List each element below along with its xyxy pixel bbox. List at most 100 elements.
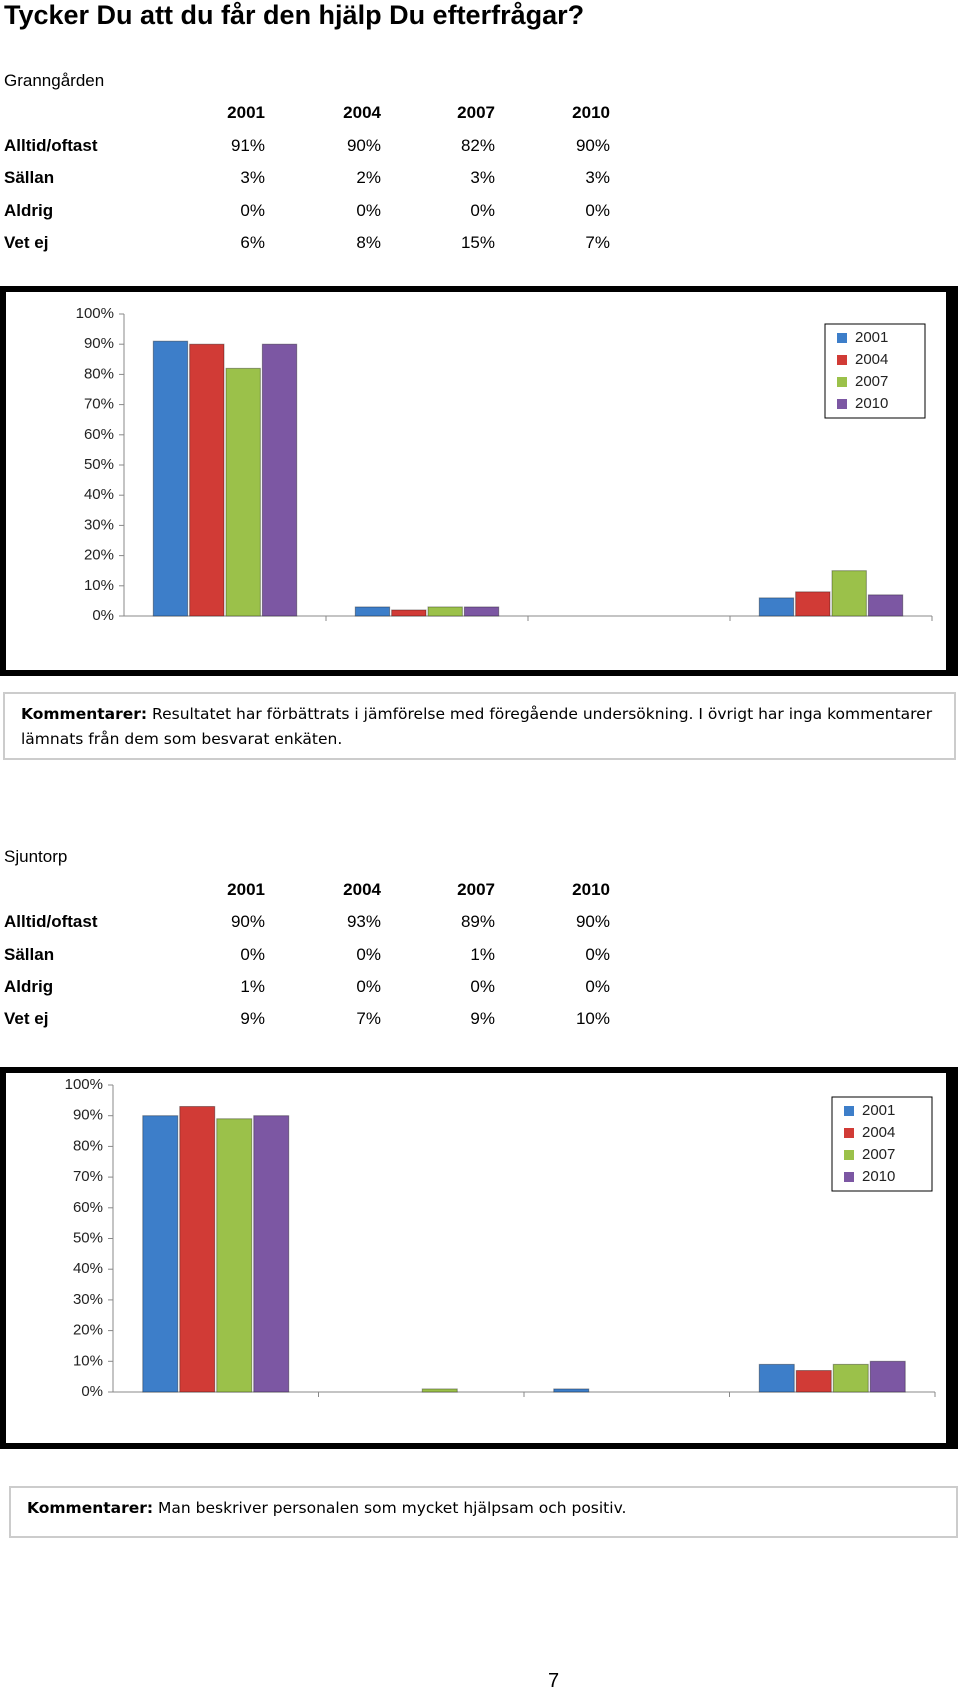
x-tick-label: Alltid/oftast <box>179 1414 253 1431</box>
table-cell: 93% <box>346 912 381 931</box>
x-tick-label: Sällan <box>400 1414 442 1431</box>
legend-swatch <box>844 1128 854 1138</box>
section-name: Sjuntorp <box>4 847 68 866</box>
x-tick-label: Aldrig <box>610 637 648 654</box>
table-cell: 8% <box>356 233 381 252</box>
legend-swatch <box>837 355 847 365</box>
table-cell: 9% <box>240 1009 265 1028</box>
bar <box>795 1370 832 1393</box>
bar <box>758 1363 795 1393</box>
comment-box: Kommentarer: Man beskriver personalen so… <box>9 1486 958 1538</box>
table-cell: 0% <box>356 945 381 964</box>
y-tick-label: 80% <box>73 1137 103 1154</box>
table-header: 2010 <box>572 103 610 122</box>
bar <box>427 606 463 617</box>
legend-label: 2007 <box>862 1146 895 1163</box>
comment-text: Man beskriver personalen som mycket hjäl… <box>158 1499 627 1517</box>
row-label: Alltid/oftast <box>4 912 98 931</box>
table-header: 2007 <box>457 103 495 122</box>
comment-box: Kommentarer: Resultatet har förbättrats … <box>3 692 956 760</box>
bar <box>421 1388 458 1393</box>
table-header: 2001 <box>227 880 265 899</box>
legend-swatch <box>837 377 847 387</box>
comment-label: Kommentarer: <box>21 705 148 723</box>
row-label: Aldrig <box>4 977 54 996</box>
table-cell: 9% <box>470 1009 495 1028</box>
row-label: Alltid/oftast <box>4 136 98 155</box>
row-label: Sällan <box>4 168 55 187</box>
page-number: 7 <box>548 1670 560 1692</box>
legend-swatch <box>844 1150 854 1160</box>
y-tick-label: 100% <box>76 305 114 322</box>
table-cell: 3% <box>470 168 495 187</box>
table-cell: 0% <box>470 201 495 220</box>
bar <box>795 591 831 617</box>
table-cell: 90% <box>230 912 265 931</box>
y-tick-label: 0% <box>81 1383 103 1400</box>
table-cell: 0% <box>240 201 265 220</box>
legend-label: 2010 <box>855 395 888 412</box>
y-tick-label: 80% <box>84 365 114 382</box>
y-tick-label: 60% <box>84 426 114 443</box>
legend-label: 2007 <box>855 373 888 390</box>
comment-label: Kommentarer: <box>27 1499 154 1517</box>
table-header: 2001 <box>227 103 265 122</box>
page-title: Tycker Du att du får den hjälp Du efterf… <box>4 0 585 30</box>
legend-label: 2004 <box>862 1124 895 1141</box>
bar <box>253 1115 290 1393</box>
row-label: Sällan <box>4 945 55 964</box>
table-cell: 0% <box>585 945 610 964</box>
legend-label: 2004 <box>855 351 888 368</box>
bar <box>831 570 867 617</box>
y-tick-label: 50% <box>73 1229 103 1246</box>
bar <box>189 343 225 617</box>
table-cell: 7% <box>356 1009 381 1028</box>
table-cell: 1% <box>240 977 265 996</box>
bar <box>152 340 189 617</box>
y-tick-label: 90% <box>84 335 114 352</box>
y-tick-label: 70% <box>73 1168 103 1185</box>
bar <box>758 597 795 617</box>
y-tick-label: 40% <box>73 1260 103 1277</box>
row-label: Aldrig <box>4 201 54 220</box>
section-name: Granngården <box>4 71 105 90</box>
y-tick-label: 10% <box>73 1352 103 1369</box>
bar <box>869 1360 906 1393</box>
y-tick-label: 40% <box>84 486 114 503</box>
table-cell: 2% <box>356 168 381 187</box>
table-cell: 0% <box>356 977 381 996</box>
row-label: Vet ej <box>4 233 49 252</box>
table-cell: 3% <box>585 168 610 187</box>
bar <box>832 1363 869 1393</box>
table-header: 2004 <box>343 880 381 899</box>
table-header: 2007 <box>457 880 495 899</box>
bar <box>391 609 427 617</box>
y-tick-label: 0% <box>92 607 114 624</box>
bar <box>216 1118 253 1393</box>
table-cell: 82% <box>460 136 495 155</box>
y-tick-label: 10% <box>84 577 114 594</box>
table-cell: 6% <box>240 233 265 252</box>
row-label: Vet ej <box>4 1009 49 1028</box>
table-cell: 90% <box>346 136 381 155</box>
legend-label: 2010 <box>862 1168 895 1185</box>
bar <box>463 606 500 617</box>
table-header: 2010 <box>572 880 610 899</box>
bar <box>179 1105 216 1393</box>
y-tick-label: 20% <box>84 547 114 564</box>
table-cell: 90% <box>575 136 610 155</box>
bar <box>261 343 298 617</box>
legend-label: 2001 <box>862 1102 895 1119</box>
x-tick-label: Vet ej <box>813 1414 851 1431</box>
y-tick-label: 30% <box>84 516 114 533</box>
legend-swatch <box>837 333 847 343</box>
y-tick-label: 20% <box>73 1322 103 1339</box>
y-tick-label: 30% <box>73 1291 103 1308</box>
chart: 0% 10% 20% 30% 40% 50% 60% 70% 80% 90% 100% Alltid/… <box>0 1067 958 1449</box>
legend-swatch <box>844 1172 854 1182</box>
table-cell: 7% <box>585 233 610 252</box>
table-cell: 0% <box>585 977 610 996</box>
x-tick-label: Aldrig <box>608 1414 646 1431</box>
bar <box>867 594 904 617</box>
